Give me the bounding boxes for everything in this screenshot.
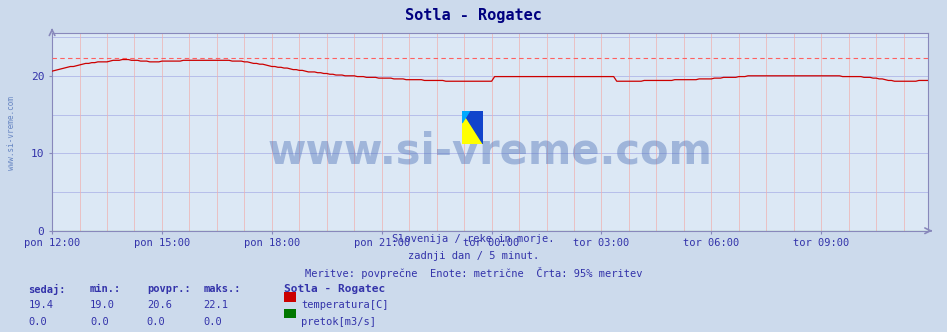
Text: pretok[m3/s]: pretok[m3/s]	[301, 317, 376, 327]
Text: zadnji dan / 5 minut.: zadnji dan / 5 minut.	[408, 251, 539, 261]
Text: 22.1: 22.1	[204, 300, 228, 310]
Text: temperatura[C]: temperatura[C]	[301, 300, 388, 310]
Text: 0.0: 0.0	[147, 317, 166, 327]
Text: 0.0: 0.0	[204, 317, 223, 327]
Text: 20.6: 20.6	[147, 300, 171, 310]
Text: 0.0: 0.0	[90, 317, 109, 327]
Polygon shape	[462, 111, 483, 144]
Text: maks.:: maks.:	[204, 284, 241, 294]
Text: sedaj:: sedaj:	[28, 284, 66, 295]
Text: www.si-vreme.com: www.si-vreme.com	[268, 131, 712, 173]
Text: Meritve: povprečne  Enote: metrične  Črta: 95% meritev: Meritve: povprečne Enote: metrične Črta:…	[305, 267, 642, 279]
Polygon shape	[462, 111, 470, 123]
Text: 19.4: 19.4	[28, 300, 53, 310]
Text: povpr.:: povpr.:	[147, 284, 190, 294]
Text: 19.0: 19.0	[90, 300, 115, 310]
Text: Sotla - Rogatec: Sotla - Rogatec	[405, 8, 542, 23]
Text: min.:: min.:	[90, 284, 121, 294]
Text: Slovenija / reke in morje.: Slovenija / reke in morje.	[392, 234, 555, 244]
Polygon shape	[462, 111, 483, 144]
Text: Sotla - Rogatec: Sotla - Rogatec	[284, 284, 385, 294]
Text: www.si-vreme.com: www.si-vreme.com	[7, 96, 16, 170]
Text: 0.0: 0.0	[28, 317, 47, 327]
